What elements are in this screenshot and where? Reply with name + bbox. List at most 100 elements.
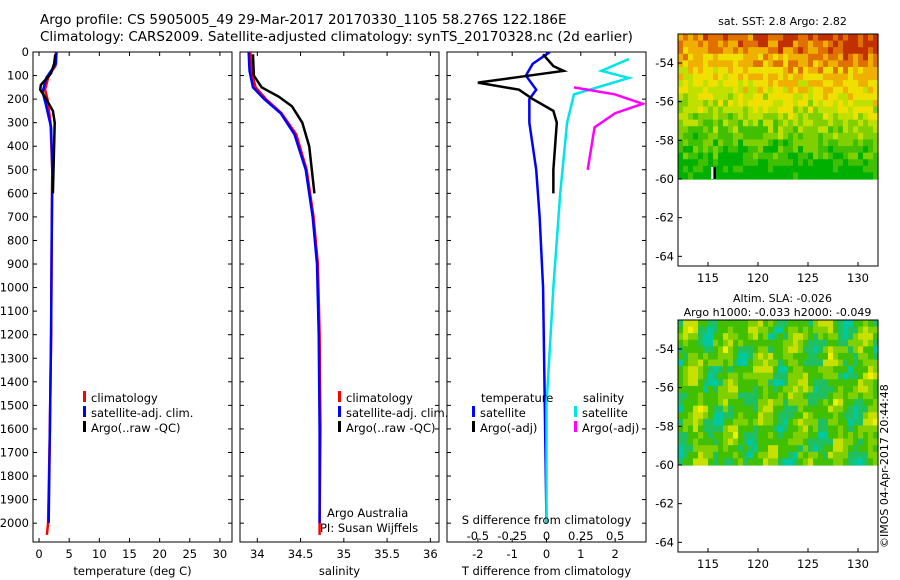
- legend-swatch: [574, 421, 577, 432]
- x-tick-label: -1: [506, 547, 517, 561]
- map-y-tick-label: -58: [655, 133, 674, 147]
- x-tick-label: 20: [152, 547, 167, 561]
- x-axis-label-top: S difference from climatology: [462, 513, 632, 527]
- legend-swatch: [83, 421, 86, 432]
- map-y-tick-label: -60: [655, 172, 674, 186]
- map-y-tick-label: -62: [655, 497, 674, 511]
- x-tick-label: 34: [250, 547, 265, 561]
- series-line-differences-argo-adj-: [477, 53, 569, 194]
- sla-map-subtitle: Argo h1000: -0.033 h2000: -0.049: [683, 306, 872, 319]
- map-y-tick-label: -64: [655, 249, 674, 263]
- x-tick-label: 36: [423, 547, 438, 561]
- x-tick-label: 30: [213, 547, 228, 561]
- y-tick-label: 900: [7, 257, 29, 271]
- x-top-tick-label: -0.5: [467, 529, 489, 543]
- y-tick-label: 2000: [0, 516, 29, 530]
- legend-swatch: [83, 391, 86, 402]
- series-line-differences-argo-adj-: [573, 86, 646, 170]
- map-y-tick-label: -56: [655, 95, 674, 109]
- y-tick-label: 600: [7, 186, 29, 200]
- y-tick-label: 1700: [0, 445, 29, 459]
- map-y-tick-label: -60: [655, 458, 674, 472]
- map-x-tick-label: 130: [847, 271, 869, 285]
- legend-swatch: [574, 406, 577, 417]
- argo-location-marker: [714, 167, 716, 179]
- series-line-differences-satellite: [545, 57, 634, 524]
- panel-frame-salinity: [239, 51, 440, 543]
- y-tick-label: 400: [7, 139, 29, 153]
- map-y-tick-label: -56: [655, 381, 674, 395]
- y-tick-label: 500: [7, 163, 29, 177]
- y-tick-label: 700: [7, 210, 29, 224]
- legend-swatch: [338, 421, 341, 432]
- map-x-tick-label: 115: [697, 557, 719, 571]
- x-tick-label: 35.5: [374, 547, 400, 561]
- series-line-salinity-satellite-adj-clim-: [247, 52, 321, 524]
- annotation-pi: PI: Susan Wijffels: [320, 521, 418, 535]
- x-tick-label: 34.5: [288, 547, 314, 561]
- map-x-tick-label: 125: [797, 271, 819, 285]
- legend-label: climatology: [91, 391, 158, 405]
- map-y-tick-label: -64: [655, 535, 674, 549]
- x-axis-label-salinity: salinity: [319, 564, 360, 578]
- map-x-tick-label: 125: [797, 557, 819, 571]
- x-tick-label: 2: [611, 547, 618, 561]
- legend-label: Argo(-adj): [582, 421, 639, 435]
- y-tick-label: 0: [22, 45, 29, 59]
- argo-location-marker: [711, 167, 713, 179]
- legend-label: satellite-adj. clim.: [91, 406, 193, 420]
- y-tick-label: 300: [7, 116, 29, 130]
- legend-title-temperature: temperature: [481, 391, 553, 405]
- map-y-tick-label: -58: [655, 419, 674, 433]
- series-line-salinity-climatology: [249, 52, 322, 535]
- sst-map-title: sat. SST: 2.8 Argo: 2.82: [718, 15, 847, 28]
- y-tick-label: 1200: [0, 328, 29, 342]
- y-tick-label: 800: [7, 233, 29, 247]
- sst-map-frame: [677, 33, 879, 267]
- legend-label: Argo(-adj): [480, 421, 537, 435]
- series-line-salinity-argo-raw-qc-: [251, 54, 316, 194]
- y-tick-label: 1500: [0, 398, 29, 412]
- x-top-tick-label: -0.25: [497, 529, 527, 543]
- panel-frame-temperature: [32, 51, 233, 543]
- legend-title-salinity: salinity: [583, 391, 624, 405]
- y-tick-label: 1000: [0, 281, 29, 295]
- x-tick-label: -2: [472, 547, 483, 561]
- map-x-tick-label: 115: [697, 271, 719, 285]
- series-line-differences-satellite: [524, 52, 551, 524]
- x-tick-label: 1: [577, 547, 584, 561]
- legend-swatch: [338, 391, 341, 402]
- map-x-tick-label: 120: [747, 271, 769, 285]
- y-tick-label: 1300: [0, 351, 29, 365]
- x-tick-label: 10: [92, 547, 107, 561]
- y-tick-label: 1600: [0, 422, 29, 436]
- legend-label: satellite: [582, 406, 628, 420]
- sla-map-title: Altim. SLA: -0.026: [732, 292, 833, 305]
- legend-swatch: [338, 406, 341, 417]
- map-x-tick-label: 120: [747, 557, 769, 571]
- y-tick-label: 1800: [0, 469, 29, 483]
- x-tick-label: 35: [337, 547, 352, 561]
- legend-label: climatology: [346, 391, 413, 405]
- y-tick-label: 1900: [0, 493, 29, 507]
- x-top-tick-label: 0.5: [606, 529, 624, 543]
- x-tick-label: 15: [122, 547, 137, 561]
- legend-label: Argo(..raw -QC): [91, 421, 181, 435]
- legend-label: Argo(..raw -QC): [346, 421, 436, 435]
- y-tick-label: 100: [7, 69, 29, 83]
- legend-swatch: [472, 421, 475, 432]
- sst-map-field: [678, 34, 879, 180]
- map-y-tick-label: -54: [655, 56, 674, 70]
- map-y-tick-label: -54: [655, 342, 674, 356]
- x-tick-label: 0: [543, 547, 550, 561]
- sla-map-frame: [677, 319, 879, 553]
- y-tick-label: 200: [7, 92, 29, 106]
- legend-label: satellite-adj. clim.: [346, 406, 448, 420]
- x-tick-label: 5: [66, 547, 73, 561]
- map-x-tick-label: 130: [847, 557, 869, 571]
- annotation-argo-australia: Argo Australia: [327, 506, 408, 520]
- x-tick-label: 25: [182, 547, 197, 561]
- plot-title-line-2: Climatology: CARS2009. Satellite-adjuste…: [40, 29, 633, 45]
- map-y-tick-label: -62: [655, 211, 674, 225]
